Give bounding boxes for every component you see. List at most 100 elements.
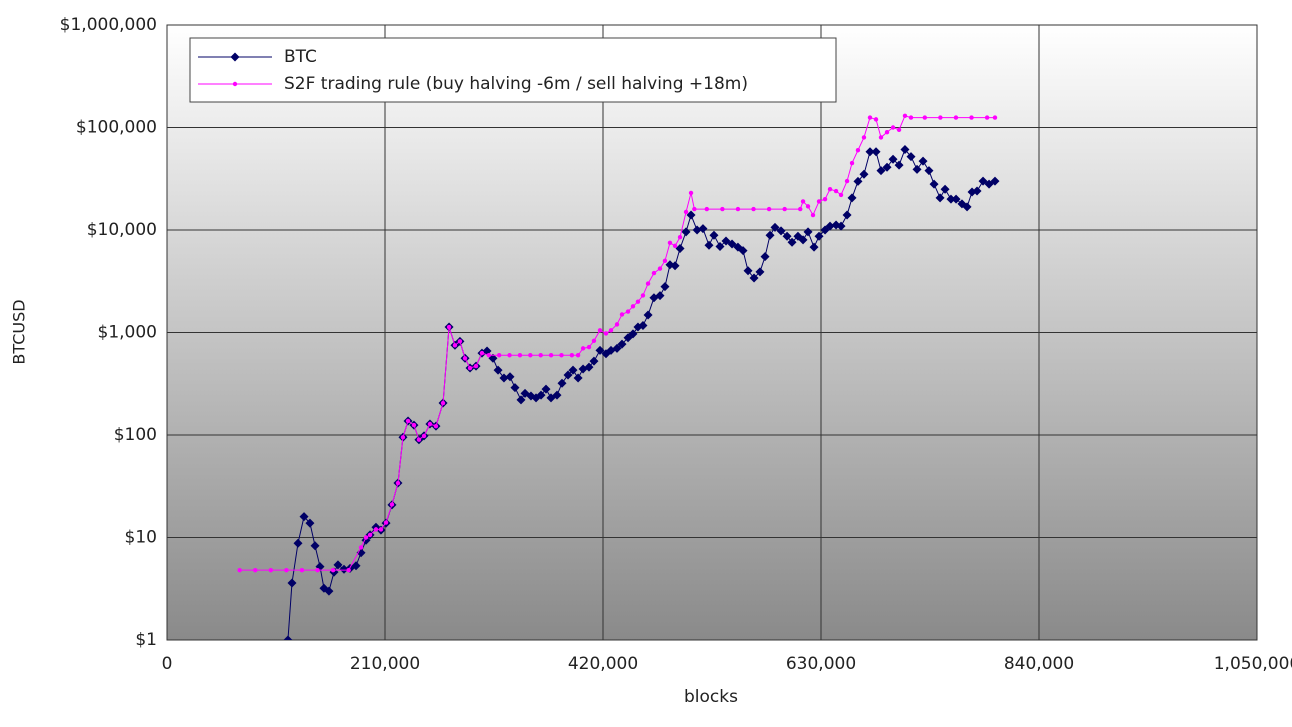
data-point: [861, 135, 867, 140]
data-point: [584, 362, 594, 372]
data-point: [876, 166, 886, 176]
x-tick-label: 840,000: [1004, 654, 1074, 674]
data-point: [548, 353, 554, 358]
data-point: [538, 353, 543, 358]
data-point: [912, 164, 922, 174]
data-point: [908, 115, 914, 120]
data-point: [552, 390, 562, 400]
data-point: [940, 184, 950, 194]
data-point: [467, 365, 473, 371]
data-point: [873, 117, 879, 122]
data-point: [805, 204, 811, 209]
data-point: [765, 230, 775, 240]
data-point: [709, 230, 719, 240]
data-point: [677, 235, 683, 240]
data-point: [890, 125, 896, 130]
data-point: [836, 221, 846, 231]
data-point: [635, 299, 641, 304]
data-point: [878, 135, 884, 140]
data-point: [814, 231, 824, 241]
data-point: [310, 541, 320, 551]
data-point: [992, 115, 998, 120]
data-point: [849, 160, 855, 166]
data-point: [922, 115, 928, 120]
data-point: [692, 225, 702, 235]
data-point: [822, 196, 828, 202]
data-point: [969, 115, 974, 120]
data-point: [339, 564, 349, 574]
data-point: [847, 193, 857, 203]
data-point: [675, 243, 685, 253]
data-point: [457, 339, 463, 344]
data-point: [842, 210, 852, 220]
data-point: [591, 338, 597, 343]
data-point: [751, 206, 756, 212]
data-point: [324, 586, 334, 596]
data-point: [681, 227, 691, 237]
x-axis-label: blocks: [684, 687, 738, 707]
data-point: [929, 179, 939, 189]
data-point: [749, 273, 759, 283]
data-point: [894, 160, 904, 170]
data-point: [900, 145, 910, 155]
data-point: [787, 237, 797, 247]
data-point: [603, 331, 609, 336]
y-tick-label: $100: [114, 425, 157, 445]
data-point: [667, 240, 673, 246]
data-point: [589, 356, 599, 366]
data-point: [972, 186, 982, 196]
data-point: [427, 421, 433, 427]
data-point: [865, 147, 875, 157]
data-point: [305, 518, 315, 528]
data-point: [651, 270, 657, 276]
data-point: [809, 242, 819, 252]
data-point: [446, 324, 452, 330]
y-tick-label: $100,000: [76, 118, 157, 138]
data-point: [330, 567, 336, 573]
data-point: [617, 339, 627, 349]
data-point: [473, 363, 479, 369]
data-point: [825, 221, 835, 231]
legend: BTC S2F trading rule (buy halving -6m / s…: [189, 37, 837, 103]
data-point: [800, 199, 806, 204]
data-point: [884, 129, 890, 135]
data-point: [586, 344, 592, 350]
data-point: [896, 127, 902, 132]
data-point: [268, 567, 274, 573]
data-point: [479, 350, 485, 356]
data-point: [299, 567, 305, 573]
data-point: [493, 365, 503, 375]
data-point: [798, 206, 803, 212]
data-point: [287, 578, 297, 588]
data-point: [855, 148, 861, 153]
data-point: [638, 321, 648, 331]
legend-label: S2F trading rule (buy halving -6m / sell…: [284, 74, 748, 94]
data-point: [378, 527, 384, 532]
x-tick-label: 210,000: [350, 654, 420, 674]
data-point: [358, 545, 364, 550]
data-point: [827, 187, 833, 192]
data-point: [770, 222, 780, 232]
data-point: [293, 538, 303, 548]
data-point: [853, 176, 863, 186]
data-point: [657, 266, 663, 271]
data-point: [356, 548, 366, 558]
data-point: [670, 261, 680, 271]
data-point: [628, 329, 638, 339]
data-point: [351, 561, 361, 571]
data-point: [946, 194, 956, 204]
data-point: [528, 353, 533, 358]
data-point: [333, 560, 343, 570]
data-point: [569, 353, 575, 358]
data-point: [683, 209, 689, 215]
y-tick-label: $1,000: [98, 323, 157, 343]
legend-marker: [232, 81, 238, 87]
data-point: [510, 383, 520, 393]
legend-marker: [230, 52, 240, 62]
data-point: [838, 192, 844, 198]
data-point: [452, 343, 458, 348]
data-point: [507, 353, 512, 358]
data-point: [720, 206, 725, 212]
data-point: [660, 282, 670, 292]
